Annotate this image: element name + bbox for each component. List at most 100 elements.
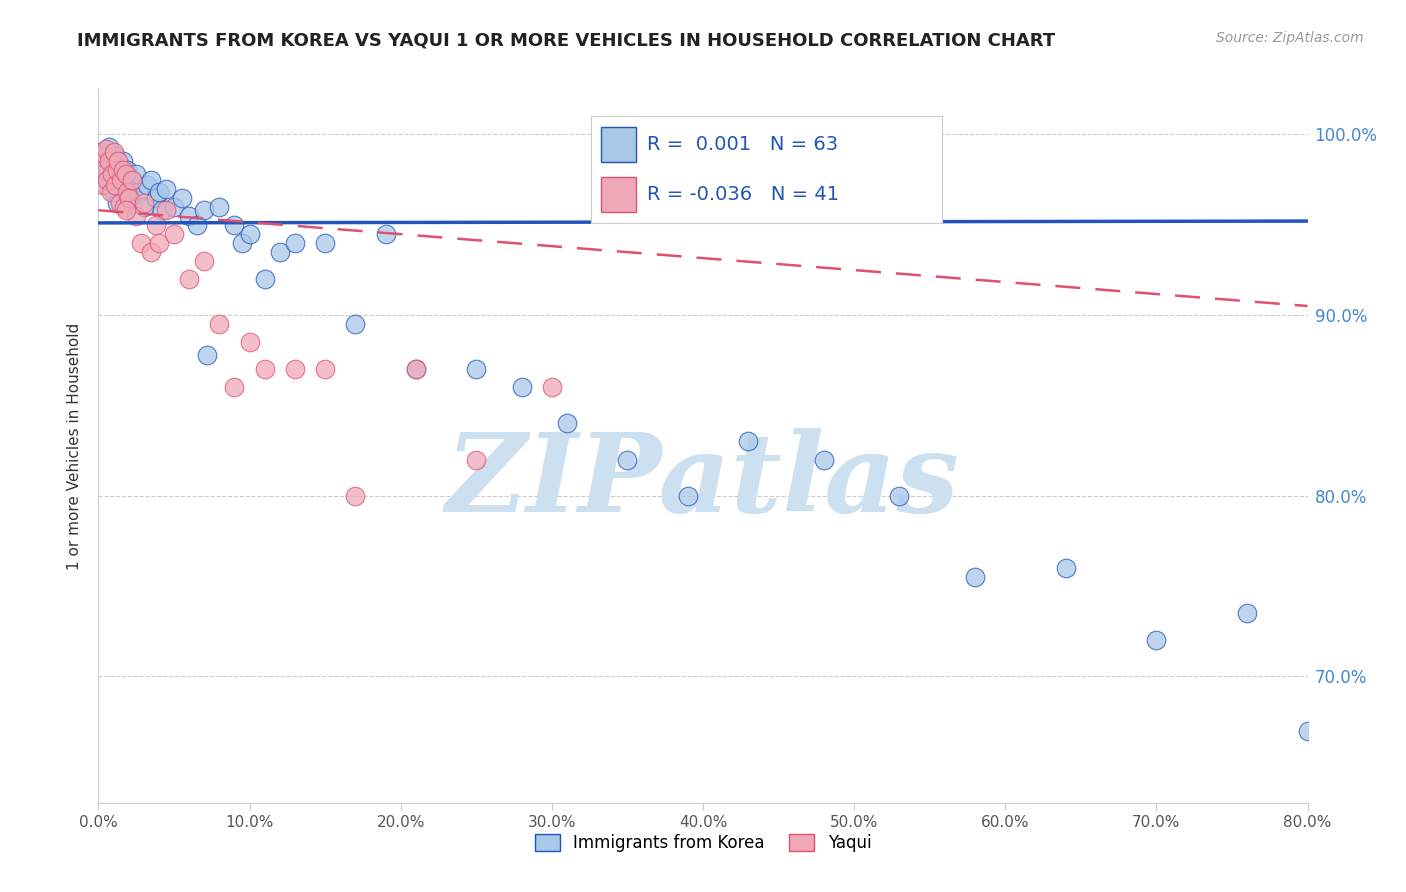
Point	[115, 185, 138, 199]
Point	[676, 489, 699, 503]
Point	[344, 317, 367, 331]
Point	[405, 362, 427, 376]
Point	[374, 227, 396, 241]
Point	[114, 203, 136, 218]
Point	[224, 380, 246, 394]
Y-axis label: 1 or more Vehicles in Household: 1 or more Vehicles in Household	[67, 322, 83, 570]
Point	[231, 235, 253, 250]
Point	[163, 227, 186, 241]
Point	[1144, 633, 1167, 648]
Point	[208, 200, 231, 214]
Point	[104, 149, 127, 163]
Point	[94, 178, 117, 192]
Point	[96, 163, 118, 178]
Point	[108, 163, 131, 178]
Point	[135, 178, 157, 192]
Point	[94, 142, 117, 156]
Point	[105, 196, 128, 211]
Point	[93, 163, 115, 178]
Point	[93, 167, 115, 181]
Point	[118, 191, 141, 205]
Bar	[602, 177, 636, 212]
Point	[121, 172, 143, 186]
Text: Source: ZipAtlas.com: Source: ZipAtlas.com	[1216, 31, 1364, 45]
Point	[103, 185, 125, 199]
Point	[100, 172, 122, 186]
Point	[98, 154, 121, 169]
Point	[253, 362, 276, 376]
Point	[90, 145, 112, 160]
Point	[100, 185, 122, 199]
Point	[193, 253, 215, 268]
Point	[1054, 561, 1077, 575]
Text: IMMIGRANTS FROM KOREA VS YAQUI 1 OR MORE VEHICLES IN HOUSEHOLD CORRELATION CHART: IMMIGRANTS FROM KOREA VS YAQUI 1 OR MORE…	[77, 31, 1056, 49]
Point	[239, 227, 262, 241]
Point	[195, 348, 218, 362]
Point	[90, 149, 112, 163]
Point	[111, 154, 134, 169]
Point	[145, 191, 167, 205]
Point	[616, 452, 638, 467]
Point	[108, 196, 131, 211]
Point	[112, 172, 135, 186]
Point	[155, 203, 177, 218]
Point	[737, 434, 759, 449]
Point	[125, 209, 148, 223]
Point	[115, 163, 138, 178]
Point	[118, 191, 141, 205]
Point	[145, 218, 167, 232]
Point	[269, 244, 291, 259]
Point	[208, 317, 231, 331]
Point	[284, 235, 307, 250]
Point	[114, 167, 136, 181]
Point	[96, 172, 118, 186]
Point	[179, 272, 201, 286]
Legend: Immigrants from Korea, Yaqui: Immigrants from Korea, Yaqui	[527, 827, 879, 859]
Point	[91, 178, 114, 192]
Point	[111, 163, 134, 178]
Point	[155, 181, 177, 195]
Point	[510, 380, 533, 394]
Point	[125, 167, 148, 181]
Point	[148, 185, 170, 199]
Point	[107, 172, 129, 186]
Point	[253, 272, 276, 286]
Point	[141, 244, 163, 259]
Point	[112, 200, 135, 214]
Point	[889, 489, 911, 503]
Point	[1296, 723, 1319, 738]
Point	[193, 203, 215, 218]
Point	[129, 235, 152, 250]
Point	[103, 145, 125, 160]
Point	[122, 196, 145, 211]
Point	[104, 178, 127, 192]
Point	[103, 167, 125, 181]
Point	[465, 362, 488, 376]
Point	[465, 452, 488, 467]
Point	[179, 209, 201, 223]
Point	[128, 185, 150, 199]
Point	[239, 335, 262, 350]
Point	[813, 452, 835, 467]
Point	[170, 191, 193, 205]
Text: ZIPatlas: ZIPatlas	[446, 428, 960, 535]
Point	[965, 570, 987, 584]
Point	[110, 172, 132, 186]
Point	[555, 417, 578, 431]
Point	[284, 362, 307, 376]
Text: R = -0.036   N = 41: R = -0.036 N = 41	[647, 186, 839, 204]
Bar	[602, 127, 636, 162]
Point	[101, 167, 124, 181]
Point	[107, 154, 129, 169]
Point	[148, 235, 170, 250]
Point	[1236, 606, 1258, 620]
Point	[91, 154, 114, 169]
Point	[120, 181, 142, 195]
Point	[163, 200, 186, 214]
Point	[344, 489, 367, 503]
Point	[101, 154, 124, 169]
Point	[405, 362, 427, 376]
Point	[105, 163, 128, 178]
Point	[94, 149, 117, 163]
Point	[224, 218, 246, 232]
